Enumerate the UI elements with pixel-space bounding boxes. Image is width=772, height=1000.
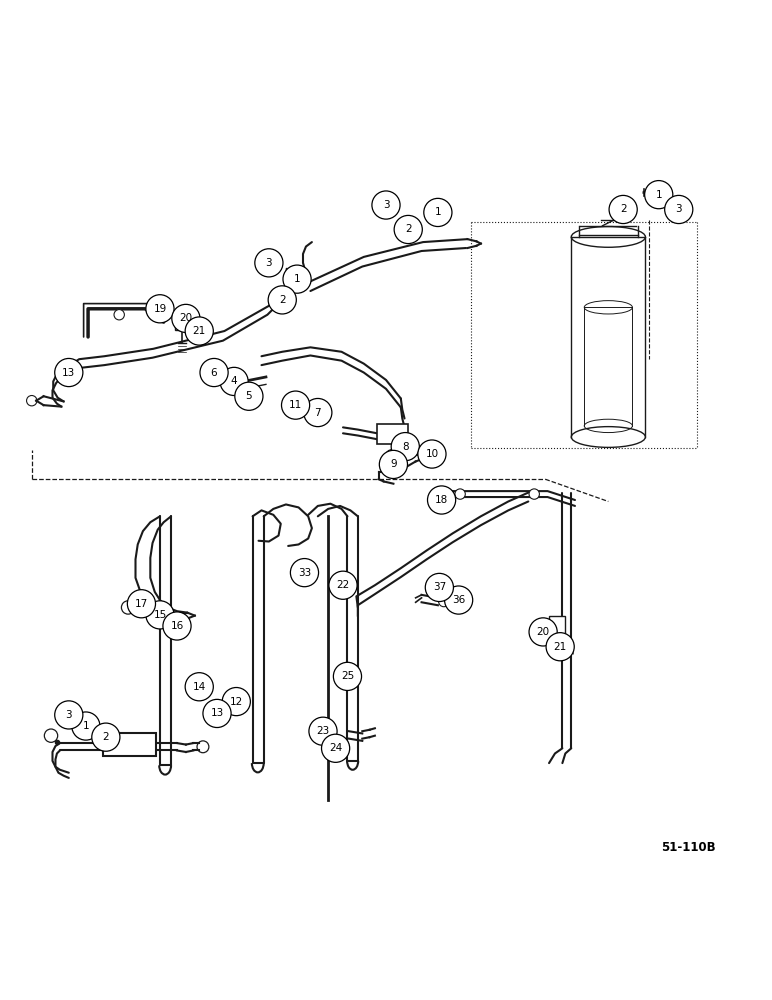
Bar [174, 313, 191, 330]
Text: 3: 3 [266, 258, 273, 268]
Circle shape [609, 195, 637, 224]
Text: 33: 33 [298, 568, 311, 578]
Text: 10: 10 [425, 449, 438, 459]
Circle shape [321, 734, 350, 762]
Circle shape [163, 612, 191, 640]
Text: 4: 4 [231, 376, 237, 386]
Circle shape [235, 382, 263, 410]
Circle shape [282, 391, 310, 419]
Bar [549, 616, 565, 637]
Text: 13: 13 [63, 368, 76, 378]
Circle shape [665, 195, 692, 224]
Circle shape [55, 701, 83, 729]
Circle shape [185, 673, 213, 701]
Text: 20: 20 [179, 313, 192, 323]
Text: 21: 21 [192, 326, 206, 336]
Text: 1: 1 [294, 274, 300, 284]
Text: 14: 14 [192, 682, 206, 692]
Text: 12: 12 [229, 697, 243, 707]
Text: 37: 37 [433, 582, 446, 592]
Circle shape [334, 662, 361, 690]
Circle shape [645, 181, 673, 209]
Text: 9: 9 [390, 459, 397, 469]
Text: 2: 2 [620, 204, 626, 214]
Circle shape [425, 573, 453, 602]
Circle shape [72, 712, 100, 740]
Text: 1: 1 [83, 721, 89, 731]
Circle shape [418, 440, 446, 468]
Text: 11: 11 [289, 400, 302, 410]
Circle shape [391, 433, 419, 461]
Text: 15: 15 [154, 610, 167, 620]
Circle shape [529, 489, 540, 499]
Text: 24: 24 [329, 743, 342, 753]
Circle shape [424, 198, 452, 227]
Circle shape [283, 265, 311, 293]
Text: 2: 2 [405, 224, 411, 234]
Circle shape [127, 590, 155, 618]
Circle shape [309, 717, 337, 745]
Circle shape [529, 618, 557, 646]
Circle shape [303, 398, 332, 427]
Circle shape [394, 215, 422, 244]
Circle shape [255, 249, 283, 277]
Text: 3: 3 [66, 710, 72, 720]
Text: 20: 20 [537, 627, 550, 637]
Circle shape [455, 489, 466, 499]
Text: 6: 6 [211, 368, 218, 378]
Text: 36: 36 [452, 595, 466, 605]
Bar [377, 424, 408, 444]
Circle shape [92, 723, 120, 751]
Text: 2: 2 [103, 732, 109, 742]
Circle shape [146, 295, 174, 323]
Text: 25: 25 [340, 671, 354, 681]
Text: 3: 3 [676, 204, 682, 214]
Text: 17: 17 [135, 599, 148, 609]
Circle shape [146, 601, 174, 629]
Circle shape [185, 317, 213, 345]
Circle shape [55, 358, 83, 387]
Circle shape [546, 633, 574, 661]
Circle shape [220, 367, 248, 396]
Circle shape [172, 304, 200, 333]
Circle shape [290, 559, 319, 587]
Circle shape [200, 358, 229, 387]
Circle shape [329, 571, 357, 599]
Circle shape [222, 688, 250, 716]
Text: 13: 13 [211, 708, 224, 718]
Text: 21: 21 [554, 642, 567, 652]
Text: 16: 16 [171, 621, 184, 631]
Circle shape [428, 486, 455, 514]
Text: 2: 2 [279, 295, 286, 305]
Bar [103, 733, 156, 756]
Text: 3: 3 [383, 200, 389, 210]
Text: 19: 19 [154, 304, 167, 314]
Circle shape [268, 286, 296, 314]
Text: 5: 5 [245, 391, 252, 401]
Text: 18: 18 [435, 495, 449, 505]
Text: 1: 1 [435, 207, 441, 217]
Text: 1: 1 [655, 190, 662, 200]
Circle shape [379, 450, 408, 479]
Text: 51-110B: 51-110B [661, 841, 716, 854]
Text: 22: 22 [337, 580, 350, 590]
Text: 23: 23 [317, 726, 330, 736]
Circle shape [372, 191, 400, 219]
Text: 8: 8 [402, 442, 408, 452]
Text: 7: 7 [314, 408, 321, 418]
Circle shape [203, 699, 231, 728]
Circle shape [445, 586, 472, 614]
Circle shape [114, 310, 124, 320]
